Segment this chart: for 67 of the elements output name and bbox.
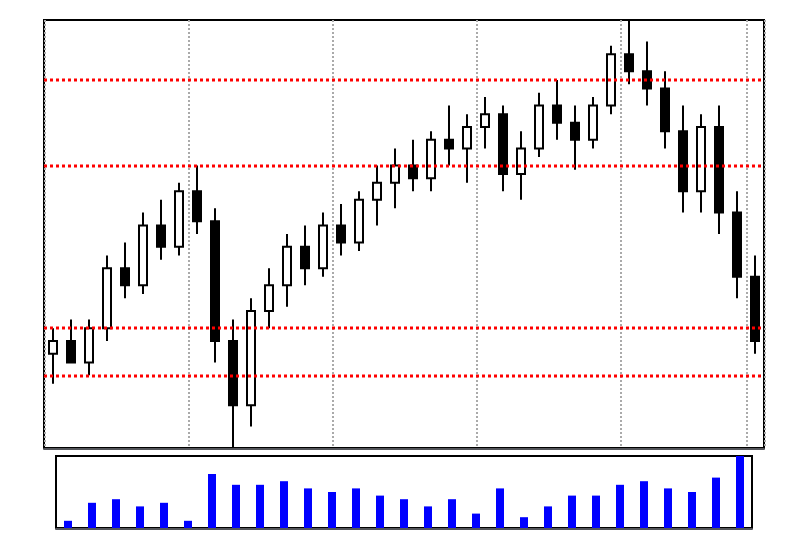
candlestick xyxy=(678,104,688,214)
bar xyxy=(448,499,456,528)
candlestick xyxy=(318,211,328,278)
candlestick xyxy=(642,40,652,107)
bar xyxy=(136,506,144,528)
candlestick xyxy=(354,190,364,253)
candlestick xyxy=(282,233,292,308)
candlestick xyxy=(300,224,310,287)
candlestick xyxy=(606,44,616,116)
bar xyxy=(592,495,600,528)
candlestick xyxy=(408,138,418,193)
candlestick xyxy=(192,164,202,235)
bar xyxy=(400,499,408,528)
bar xyxy=(88,502,96,528)
candlestick xyxy=(534,91,544,158)
bar xyxy=(736,456,744,528)
candlestick xyxy=(102,254,112,342)
bar xyxy=(688,492,696,528)
candlestick xyxy=(714,104,724,235)
bar xyxy=(328,492,336,528)
candlestick xyxy=(462,113,472,184)
bar xyxy=(208,474,216,528)
candlestick xyxy=(480,96,490,150)
bar xyxy=(160,502,168,528)
bar xyxy=(472,513,480,528)
bar xyxy=(304,488,312,528)
bar xyxy=(64,520,72,528)
bar xyxy=(640,481,648,528)
bar xyxy=(232,484,240,528)
candlestick xyxy=(390,147,400,210)
candlestick xyxy=(516,130,526,201)
candlestick xyxy=(696,113,706,214)
bar xyxy=(112,499,120,528)
candlestick xyxy=(156,198,166,261)
bar xyxy=(352,488,360,528)
candlestick xyxy=(750,254,760,355)
candlestick xyxy=(732,190,742,300)
bar xyxy=(496,488,504,528)
candlestick xyxy=(246,297,256,428)
candlestick xyxy=(120,241,130,300)
candlestick xyxy=(336,203,346,257)
candlestick xyxy=(372,164,382,227)
bar xyxy=(280,481,288,528)
candlestick xyxy=(498,104,508,193)
candlestick xyxy=(48,327,58,385)
bar xyxy=(376,495,384,528)
candlestick xyxy=(444,104,454,167)
bar xyxy=(664,488,672,528)
bar xyxy=(712,477,720,528)
candlestick xyxy=(660,70,670,150)
bar xyxy=(616,484,624,528)
candlestick xyxy=(84,318,94,377)
candlestick xyxy=(210,207,220,364)
candlestick xyxy=(426,130,436,193)
bar xyxy=(256,484,264,528)
candlestick xyxy=(264,267,274,330)
bar xyxy=(568,495,576,528)
bar xyxy=(544,506,552,528)
candlestick xyxy=(174,181,184,257)
candlestick xyxy=(588,96,598,150)
candlestick xyxy=(138,211,148,295)
candlestick xyxy=(66,318,76,364)
candlestick xyxy=(552,78,562,141)
bar xyxy=(424,506,432,528)
bar xyxy=(184,520,192,528)
candlestick xyxy=(570,104,580,171)
bar xyxy=(520,517,528,528)
